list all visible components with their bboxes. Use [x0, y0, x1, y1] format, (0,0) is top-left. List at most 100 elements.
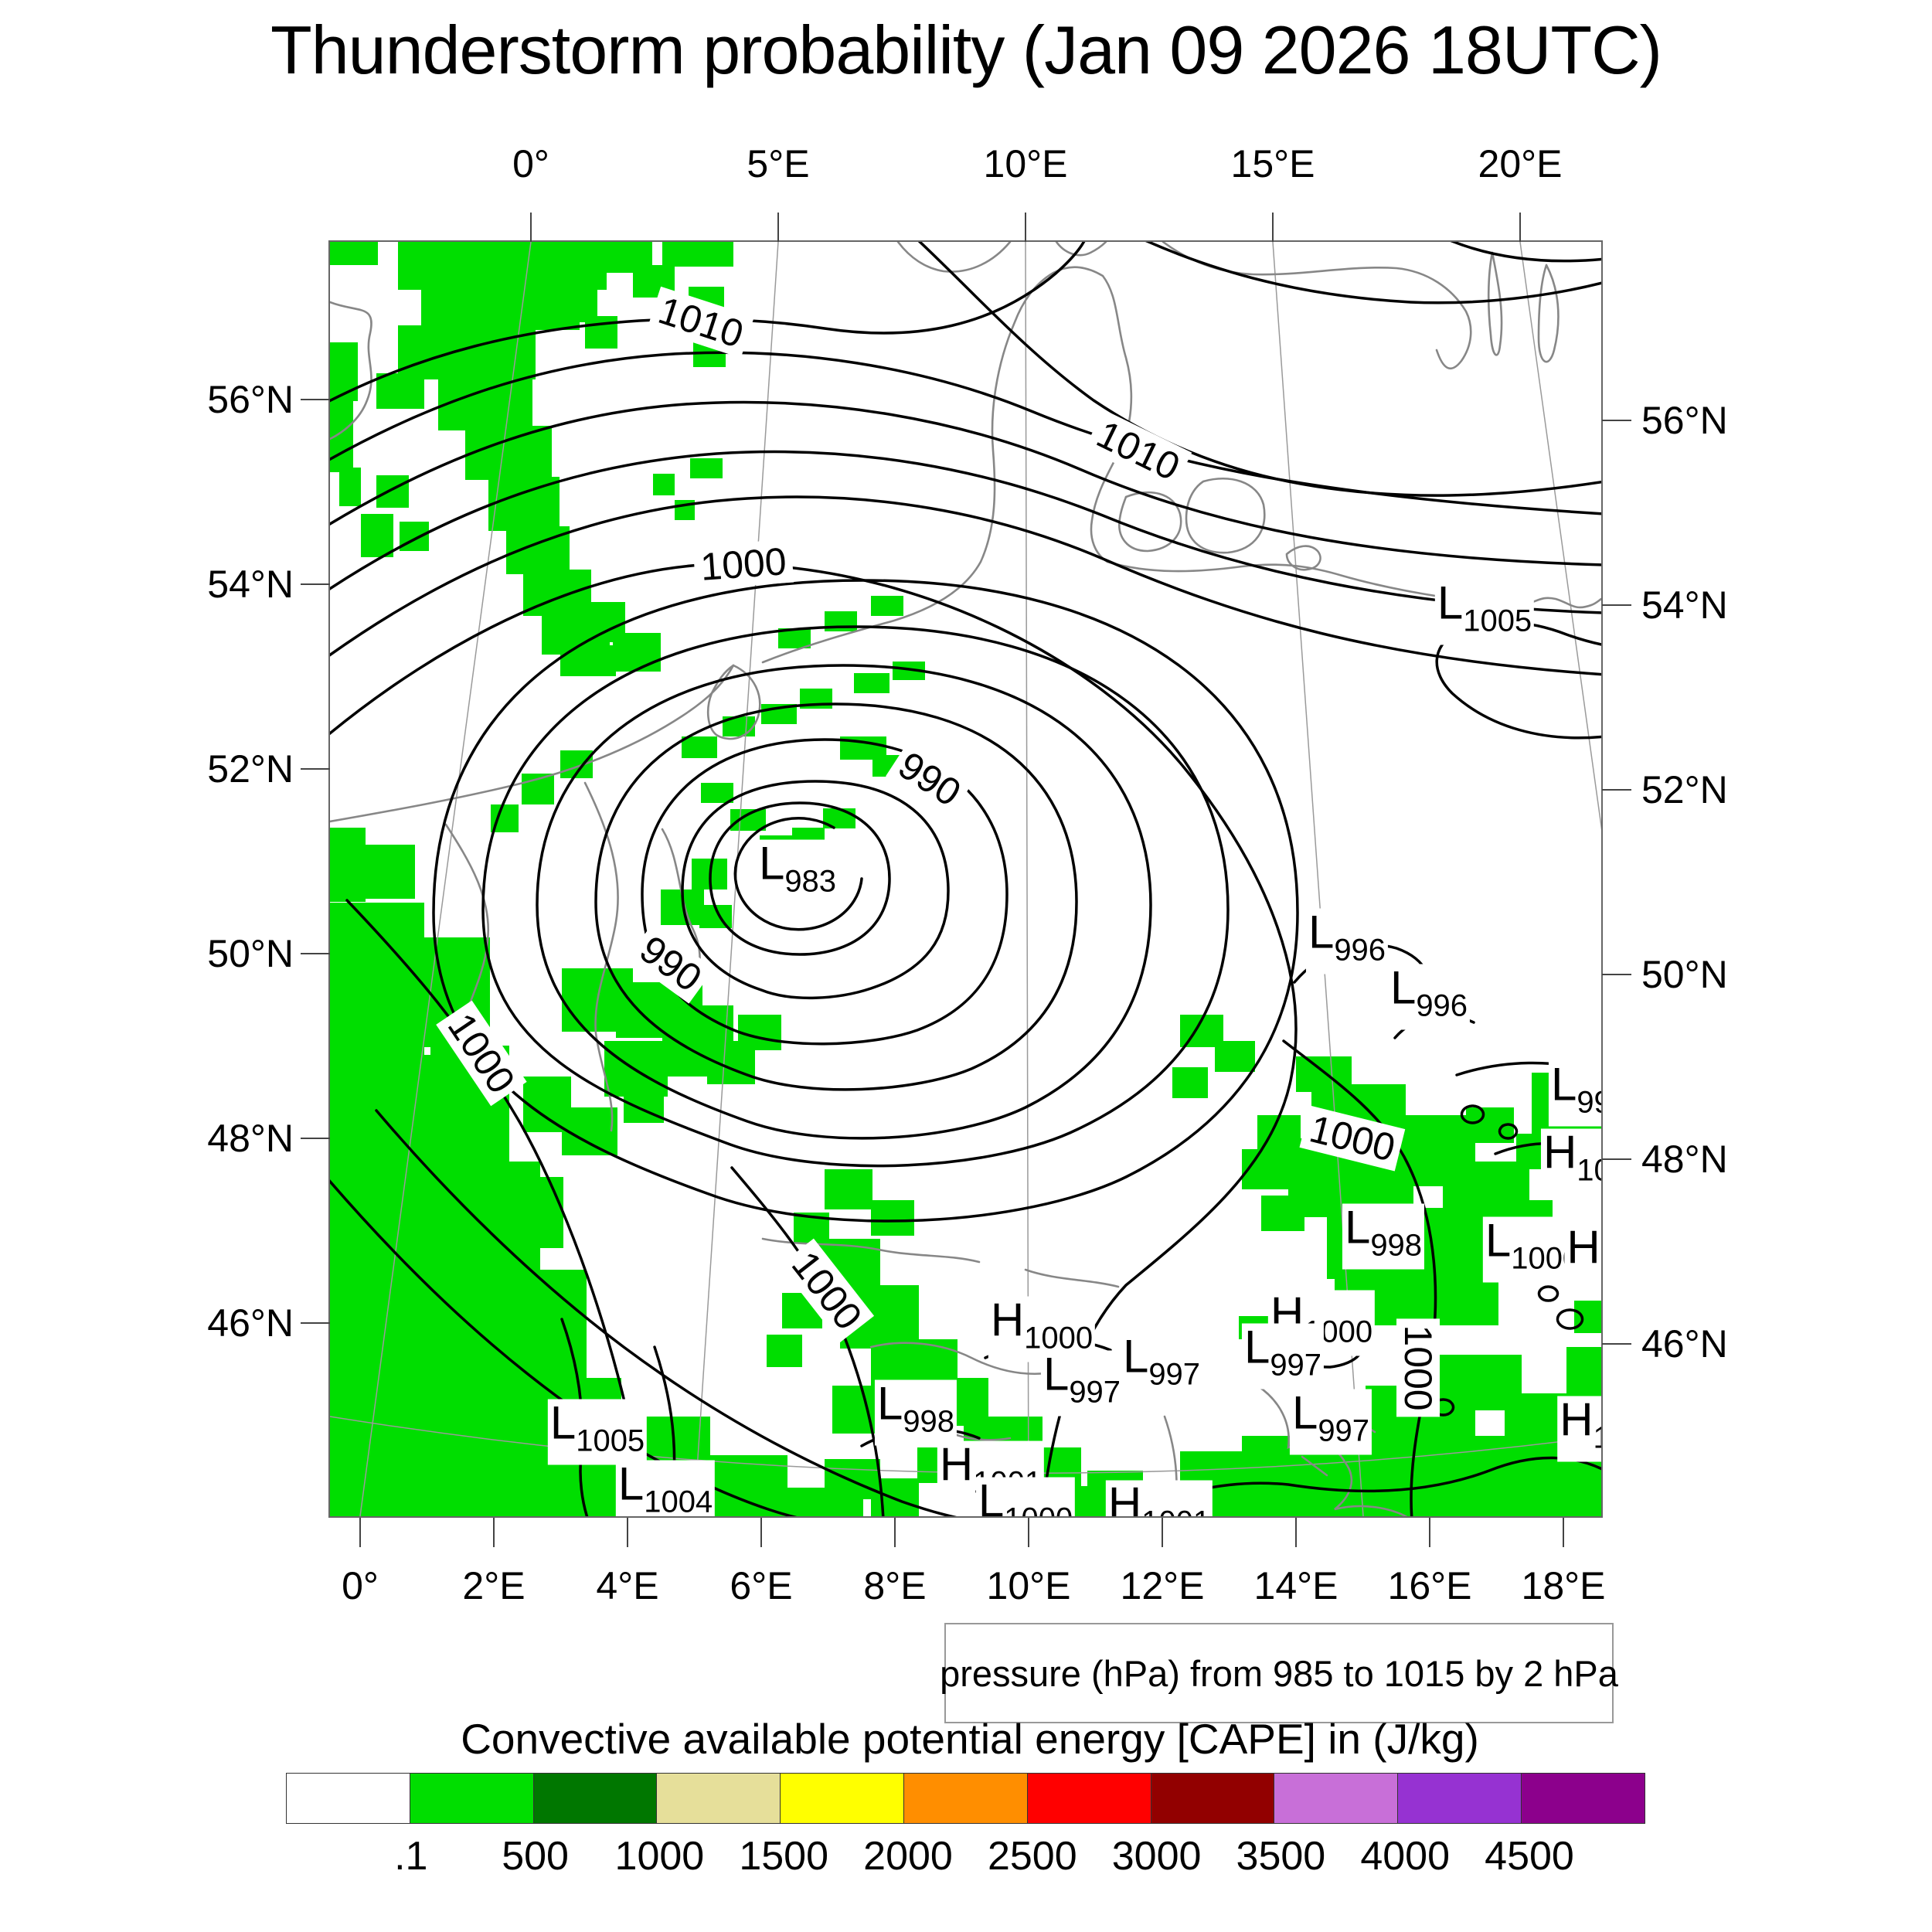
- axis-label-left: 50°N: [207, 932, 294, 975]
- pressure-center-letter: L: [1308, 906, 1335, 958]
- colorbar-tick-label: 3000: [1111, 1834, 1202, 1879]
- colorbar-cell: [780, 1773, 904, 1824]
- cape-cell: [767, 1335, 802, 1367]
- cape-cell: [1566, 1347, 1601, 1403]
- cape-cell: [613, 633, 661, 672]
- pressure-center-letter: H: [1543, 1126, 1577, 1179]
- pressure-center-low: L997: [1289, 1386, 1372, 1455]
- axis-label-left: 52°N: [207, 747, 294, 791]
- cape-cell: [330, 342, 358, 401]
- cape-cell: [376, 373, 424, 409]
- axis-label-bottom: 16°E: [1387, 1564, 1472, 1607]
- axis-label-top: 10°E: [983, 142, 1068, 185]
- pressure-center-value: 1000: [1004, 1502, 1073, 1517]
- axis-tick: [1025, 213, 1026, 242]
- contour-label: 1000: [1299, 1105, 1406, 1172]
- pressure-center-value: 998: [903, 1404, 955, 1439]
- axis-label-bottom: 18°E: [1521, 1564, 1606, 1607]
- pressure-center-letter: H: [1566, 1221, 1600, 1274]
- pressure-center-low: L997: [1241, 1323, 1325, 1389]
- pressure-center-value: 996: [1334, 933, 1386, 968]
- pressure-center-letter: L: [978, 1475, 1005, 1516]
- cape-cell: [330, 398, 353, 472]
- colorbar-tick-label: 1500: [739, 1834, 829, 1879]
- cape-cell: [1172, 1067, 1208, 1098]
- axis-tick: [301, 583, 330, 585]
- pressure-center-letter: L: [1122, 1330, 1149, 1383]
- axis-tick: [1295, 1518, 1297, 1547]
- page-title: Thunderstorm probability (Jan 09 2026 18…: [270, 12, 1662, 88]
- cape-cell: [825, 1169, 872, 1209]
- axis-tick: [301, 1138, 330, 1139]
- pressure-center-value: 1001: [1141, 1505, 1210, 1517]
- pressure-center-low: L983: [756, 839, 839, 906]
- pressure-center-high: H: [1564, 1221, 1601, 1290]
- cape-cell: [330, 828, 366, 902]
- colorbar-tick-label: 3500: [1236, 1834, 1326, 1879]
- pressure-center-value: 996: [1416, 988, 1468, 1023]
- axis-label-left: 46°N: [207, 1301, 294, 1345]
- axis-label-top: 20°E: [1478, 142, 1563, 185]
- axis-label-top: 15°E: [1230, 142, 1315, 185]
- cape-cell: [585, 316, 617, 349]
- axis-label-bottom: 2°E: [462, 1564, 526, 1607]
- pressure-center-letter: H: [1560, 1393, 1594, 1446]
- pressure-note: pressure (hPa) from 985 to 1015 by 2 hPa: [940, 1623, 1618, 1723]
- cape-cell: [400, 1216, 447, 1264]
- cape-cell: [792, 1497, 863, 1516]
- axis-label-right: 52°N: [1641, 768, 1728, 811]
- colorbar-tick-label: 2500: [987, 1834, 1077, 1879]
- colorbar-cell: [903, 1773, 1028, 1824]
- cape-cell: [492, 1270, 587, 1395]
- cape-cell: [1373, 1444, 1468, 1479]
- pressure-center-value: 1000: [1024, 1321, 1094, 1355]
- pressure-center-low: L1004: [615, 1460, 716, 1517]
- cape-cell: [361, 514, 393, 557]
- cape-cell: [398, 242, 607, 290]
- axis-tick: [493, 1518, 495, 1547]
- pressure-center-letter: L: [876, 1377, 903, 1430]
- pressure-center-letter: L: [1437, 577, 1464, 629]
- axis-label-left: 54°N: [207, 563, 294, 606]
- pressure-center-low: L1005: [547, 1399, 648, 1465]
- pressure-center-letter: L: [1291, 1386, 1318, 1439]
- axis-label-bottom: 10°E: [986, 1564, 1071, 1607]
- axis-tick: [1519, 213, 1521, 242]
- axis-tick: [1602, 420, 1631, 421]
- cape-cell: [465, 426, 552, 480]
- pressure-center-value: 1004: [644, 1485, 713, 1517]
- axis-label-bottom: 6°E: [730, 1564, 793, 1607]
- axis-label-bottom: 12°E: [1120, 1564, 1205, 1607]
- colorbar-cell: [409, 1773, 534, 1824]
- axis-label-left: 48°N: [207, 1117, 294, 1160]
- cape-cell: [738, 1015, 781, 1050]
- cape-cell: [376, 475, 409, 508]
- colorbar-cell: [1274, 1773, 1399, 1824]
- pressure-center-low: L1005: [1434, 577, 1535, 645]
- colorbar-cell: [1520, 1773, 1645, 1824]
- axis-tick: [1602, 974, 1631, 975]
- axis-tick: [301, 768, 330, 770]
- contour-label: 1010: [647, 286, 755, 359]
- axis-tick: [301, 1322, 330, 1324]
- axis-label-right: 56°N: [1641, 399, 1728, 442]
- cape-cell: [1242, 1149, 1290, 1189]
- axis-label-bottom: 0°: [342, 1564, 379, 1607]
- cape-cell: [871, 596, 903, 616]
- pressure-center-low: L998: [1342, 1203, 1425, 1270]
- axis-tick: [1602, 604, 1631, 606]
- cape-cell: [438, 375, 532, 430]
- cape-cell: [1261, 1196, 1304, 1231]
- axis-tick: [1602, 1343, 1631, 1345]
- pressure-center-letter: H: [1107, 1478, 1142, 1516]
- axis-tick: [1602, 789, 1631, 791]
- axis-tick: [359, 1518, 361, 1547]
- axis-label-right: 50°N: [1641, 953, 1728, 996]
- axis-tick: [894, 1518, 896, 1547]
- pressure-center-value: 983: [784, 864, 837, 899]
- axis-label-bottom: 4°E: [596, 1564, 659, 1607]
- contour-label: 1010: [1084, 409, 1192, 492]
- cape-cell: [682, 736, 717, 758]
- axis-tick: [760, 1518, 762, 1547]
